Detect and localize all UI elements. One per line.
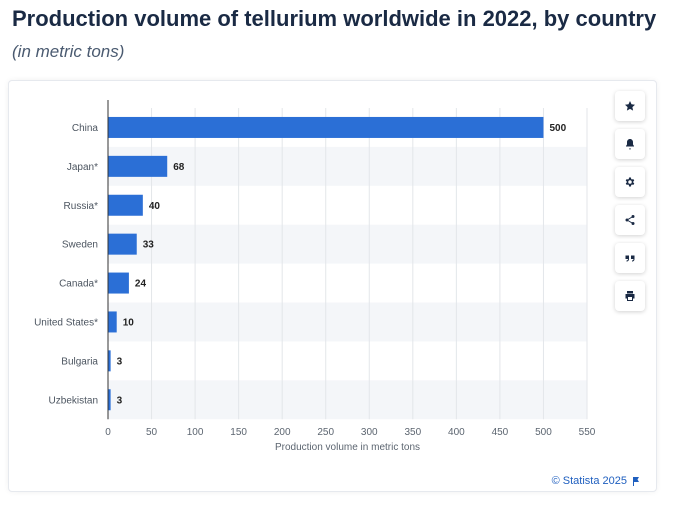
category-label: Russia* (64, 201, 99, 212)
bar-japan (108, 155, 168, 177)
category-label: China (72, 123, 99, 134)
category-label: Japan* (67, 162, 98, 173)
cite-button[interactable] (615, 243, 645, 273)
bell-icon (626, 139, 634, 150)
x-tick-label: 100 (187, 427, 204, 438)
x-axis-title: Production volume in metric tons (275, 442, 420, 453)
quote-icon (625, 255, 635, 262)
category-label: Uzbekistan (49, 395, 98, 406)
x-tick-label: 450 (492, 427, 509, 438)
category-label: Canada* (59, 279, 98, 290)
row-band (108, 224, 587, 264)
data-label: 3 (117, 395, 123, 406)
chart-panel: China 500 Japan* 68 Russia* 40 Sweden 33 Canada*… (8, 80, 657, 492)
row-band (108, 146, 587, 186)
print-icon (625, 291, 635, 301)
x-tick-label: 550 (579, 427, 596, 438)
x-tick-label: 50 (146, 427, 158, 438)
data-label: 10 (123, 317, 135, 328)
share-button[interactable] (615, 205, 645, 235)
chart-subtitle: (in metric tons) (12, 42, 125, 61)
x-tick-label: 500 (535, 427, 552, 438)
category-label: Bulgaria (61, 356, 98, 367)
bar-united-states (108, 311, 117, 333)
bar-russia (108, 194, 143, 216)
data-label: 33 (143, 240, 155, 251)
category-label: United States* (34, 317, 98, 328)
chart-toolbar (615, 91, 645, 319)
data-label: 500 (549, 123, 566, 134)
bar-canada (108, 272, 129, 294)
print-button[interactable] (615, 281, 645, 311)
settings-button[interactable] (615, 167, 645, 197)
data-label: 24 (135, 279, 147, 290)
gear-icon (625, 177, 635, 187)
favorite-button[interactable] (615, 91, 645, 121)
share-icon (625, 215, 635, 225)
flag-icon (633, 476, 639, 486)
credit-text: © Statista 2025 (551, 475, 627, 487)
notification-button[interactable] (615, 129, 645, 159)
x-tick-label: 350 (404, 427, 421, 438)
x-tick-label: 0 (105, 427, 111, 438)
category-label: Sweden (62, 240, 98, 251)
data-label: 3 (117, 356, 123, 367)
row-band (108, 302, 587, 342)
x-tick-label: 200 (274, 427, 291, 438)
row-band (108, 380, 587, 420)
star-icon (625, 101, 635, 111)
bar-uzbekistan (108, 389, 111, 411)
x-tick-label: 250 (317, 427, 334, 438)
bar-bulgaria (108, 350, 111, 372)
x-tick-label: 400 (448, 427, 465, 438)
statista-credit[interactable]: © Statista 2025 (552, 475, 640, 487)
x-tick-label: 150 (230, 427, 247, 438)
bar-sweden (108, 233, 137, 255)
data-label: 40 (149, 201, 161, 212)
bar-china (108, 116, 544, 138)
data-label: 68 (173, 162, 185, 173)
chart-title: Production volume of tellurium worldwide… (12, 6, 657, 31)
x-tick-label: 300 (361, 427, 378, 438)
